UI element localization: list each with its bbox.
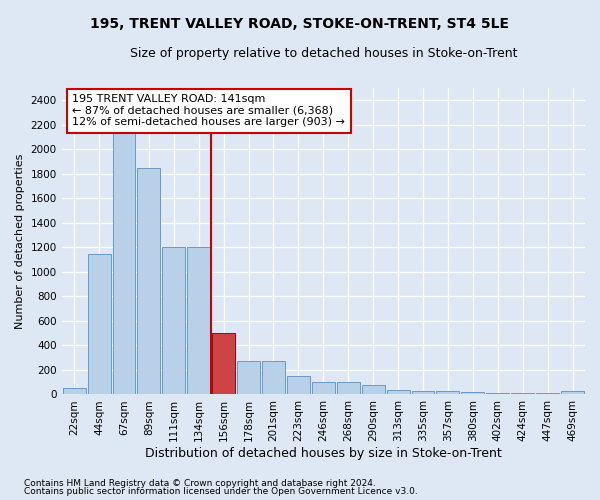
Bar bbox=[436, 392, 460, 394]
Bar bbox=[412, 391, 434, 394]
Bar bbox=[536, 393, 559, 394]
Bar bbox=[113, 125, 136, 394]
Bar bbox=[362, 386, 385, 394]
Bar bbox=[262, 362, 285, 394]
Bar bbox=[487, 392, 509, 394]
Bar bbox=[337, 382, 360, 394]
Bar bbox=[187, 248, 210, 394]
Bar bbox=[137, 168, 160, 394]
Bar bbox=[163, 248, 185, 394]
X-axis label: Distribution of detached houses by size in Stoke-on-Trent: Distribution of detached houses by size … bbox=[145, 447, 502, 460]
Bar bbox=[561, 391, 584, 394]
Bar bbox=[62, 388, 86, 394]
Text: Contains public sector information licensed under the Open Government Licence v3: Contains public sector information licen… bbox=[24, 487, 418, 496]
Bar bbox=[386, 390, 410, 394]
Text: 195, TRENT VALLEY ROAD, STOKE-ON-TRENT, ST4 5LE: 195, TRENT VALLEY ROAD, STOKE-ON-TRENT, … bbox=[91, 18, 509, 32]
Bar bbox=[312, 382, 335, 394]
Bar bbox=[461, 392, 484, 394]
Bar bbox=[511, 393, 534, 394]
Text: 195 TRENT VALLEY ROAD: 141sqm
← 87% of detached houses are smaller (6,368)
12% o: 195 TRENT VALLEY ROAD: 141sqm ← 87% of d… bbox=[72, 94, 345, 128]
Text: Contains HM Land Registry data © Crown copyright and database right 2024.: Contains HM Land Registry data © Crown c… bbox=[24, 478, 376, 488]
Bar bbox=[212, 333, 235, 394]
Bar bbox=[88, 254, 110, 394]
Title: Size of property relative to detached houses in Stoke-on-Trent: Size of property relative to detached ho… bbox=[130, 48, 517, 60]
Bar bbox=[287, 376, 310, 394]
Y-axis label: Number of detached properties: Number of detached properties bbox=[15, 154, 25, 329]
Bar bbox=[237, 362, 260, 394]
